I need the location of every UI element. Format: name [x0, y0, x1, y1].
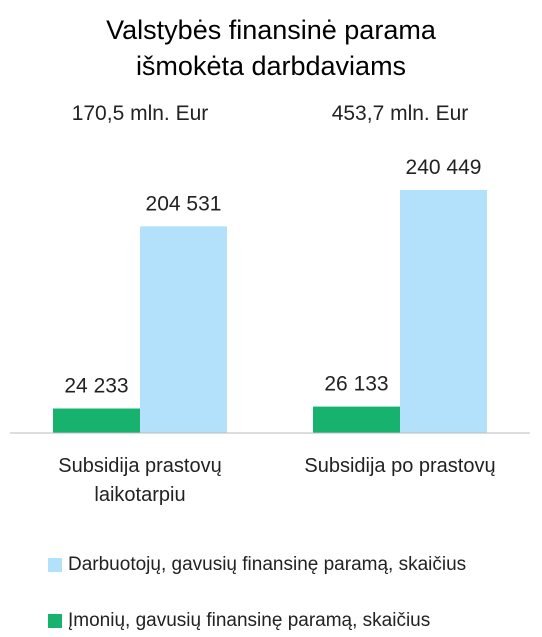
legend-swatch	[48, 614, 62, 628]
legend-item: Įmonių, gavusių finansinę paramą, skaiči…	[48, 607, 528, 634]
bar	[53, 408, 140, 433]
annotation: 453,7 mln. Eur	[332, 102, 469, 125]
legend-swatch	[48, 558, 62, 572]
chart-title: Valstybės finansinė parama išmokėta darb…	[106, 15, 436, 81]
legend-label: Darbuotojų, gavusių finansinę paramą, sk…	[68, 554, 467, 575]
data-label: 204 531	[146, 192, 222, 215]
data-label: 26 133	[324, 373, 388, 396]
bar	[400, 190, 487, 433]
bar	[313, 406, 400, 433]
bar	[140, 226, 227, 433]
legend-label: Įmonių, gavusių finansinę paramą, skaiči…	[68, 610, 431, 631]
annotation: 170,5 mln. Eur	[72, 102, 209, 125]
x-tick-label: Subsidija po prastovų	[304, 455, 496, 477]
legend-item: Darbuotojų, gavusių finansinę paramą, sk…	[48, 551, 528, 578]
data-label: 24 233	[64, 375, 128, 398]
data-label: 240 449	[406, 156, 482, 179]
x-tick-label: Subsidija prastovų laikotarpiu	[58, 455, 222, 506]
